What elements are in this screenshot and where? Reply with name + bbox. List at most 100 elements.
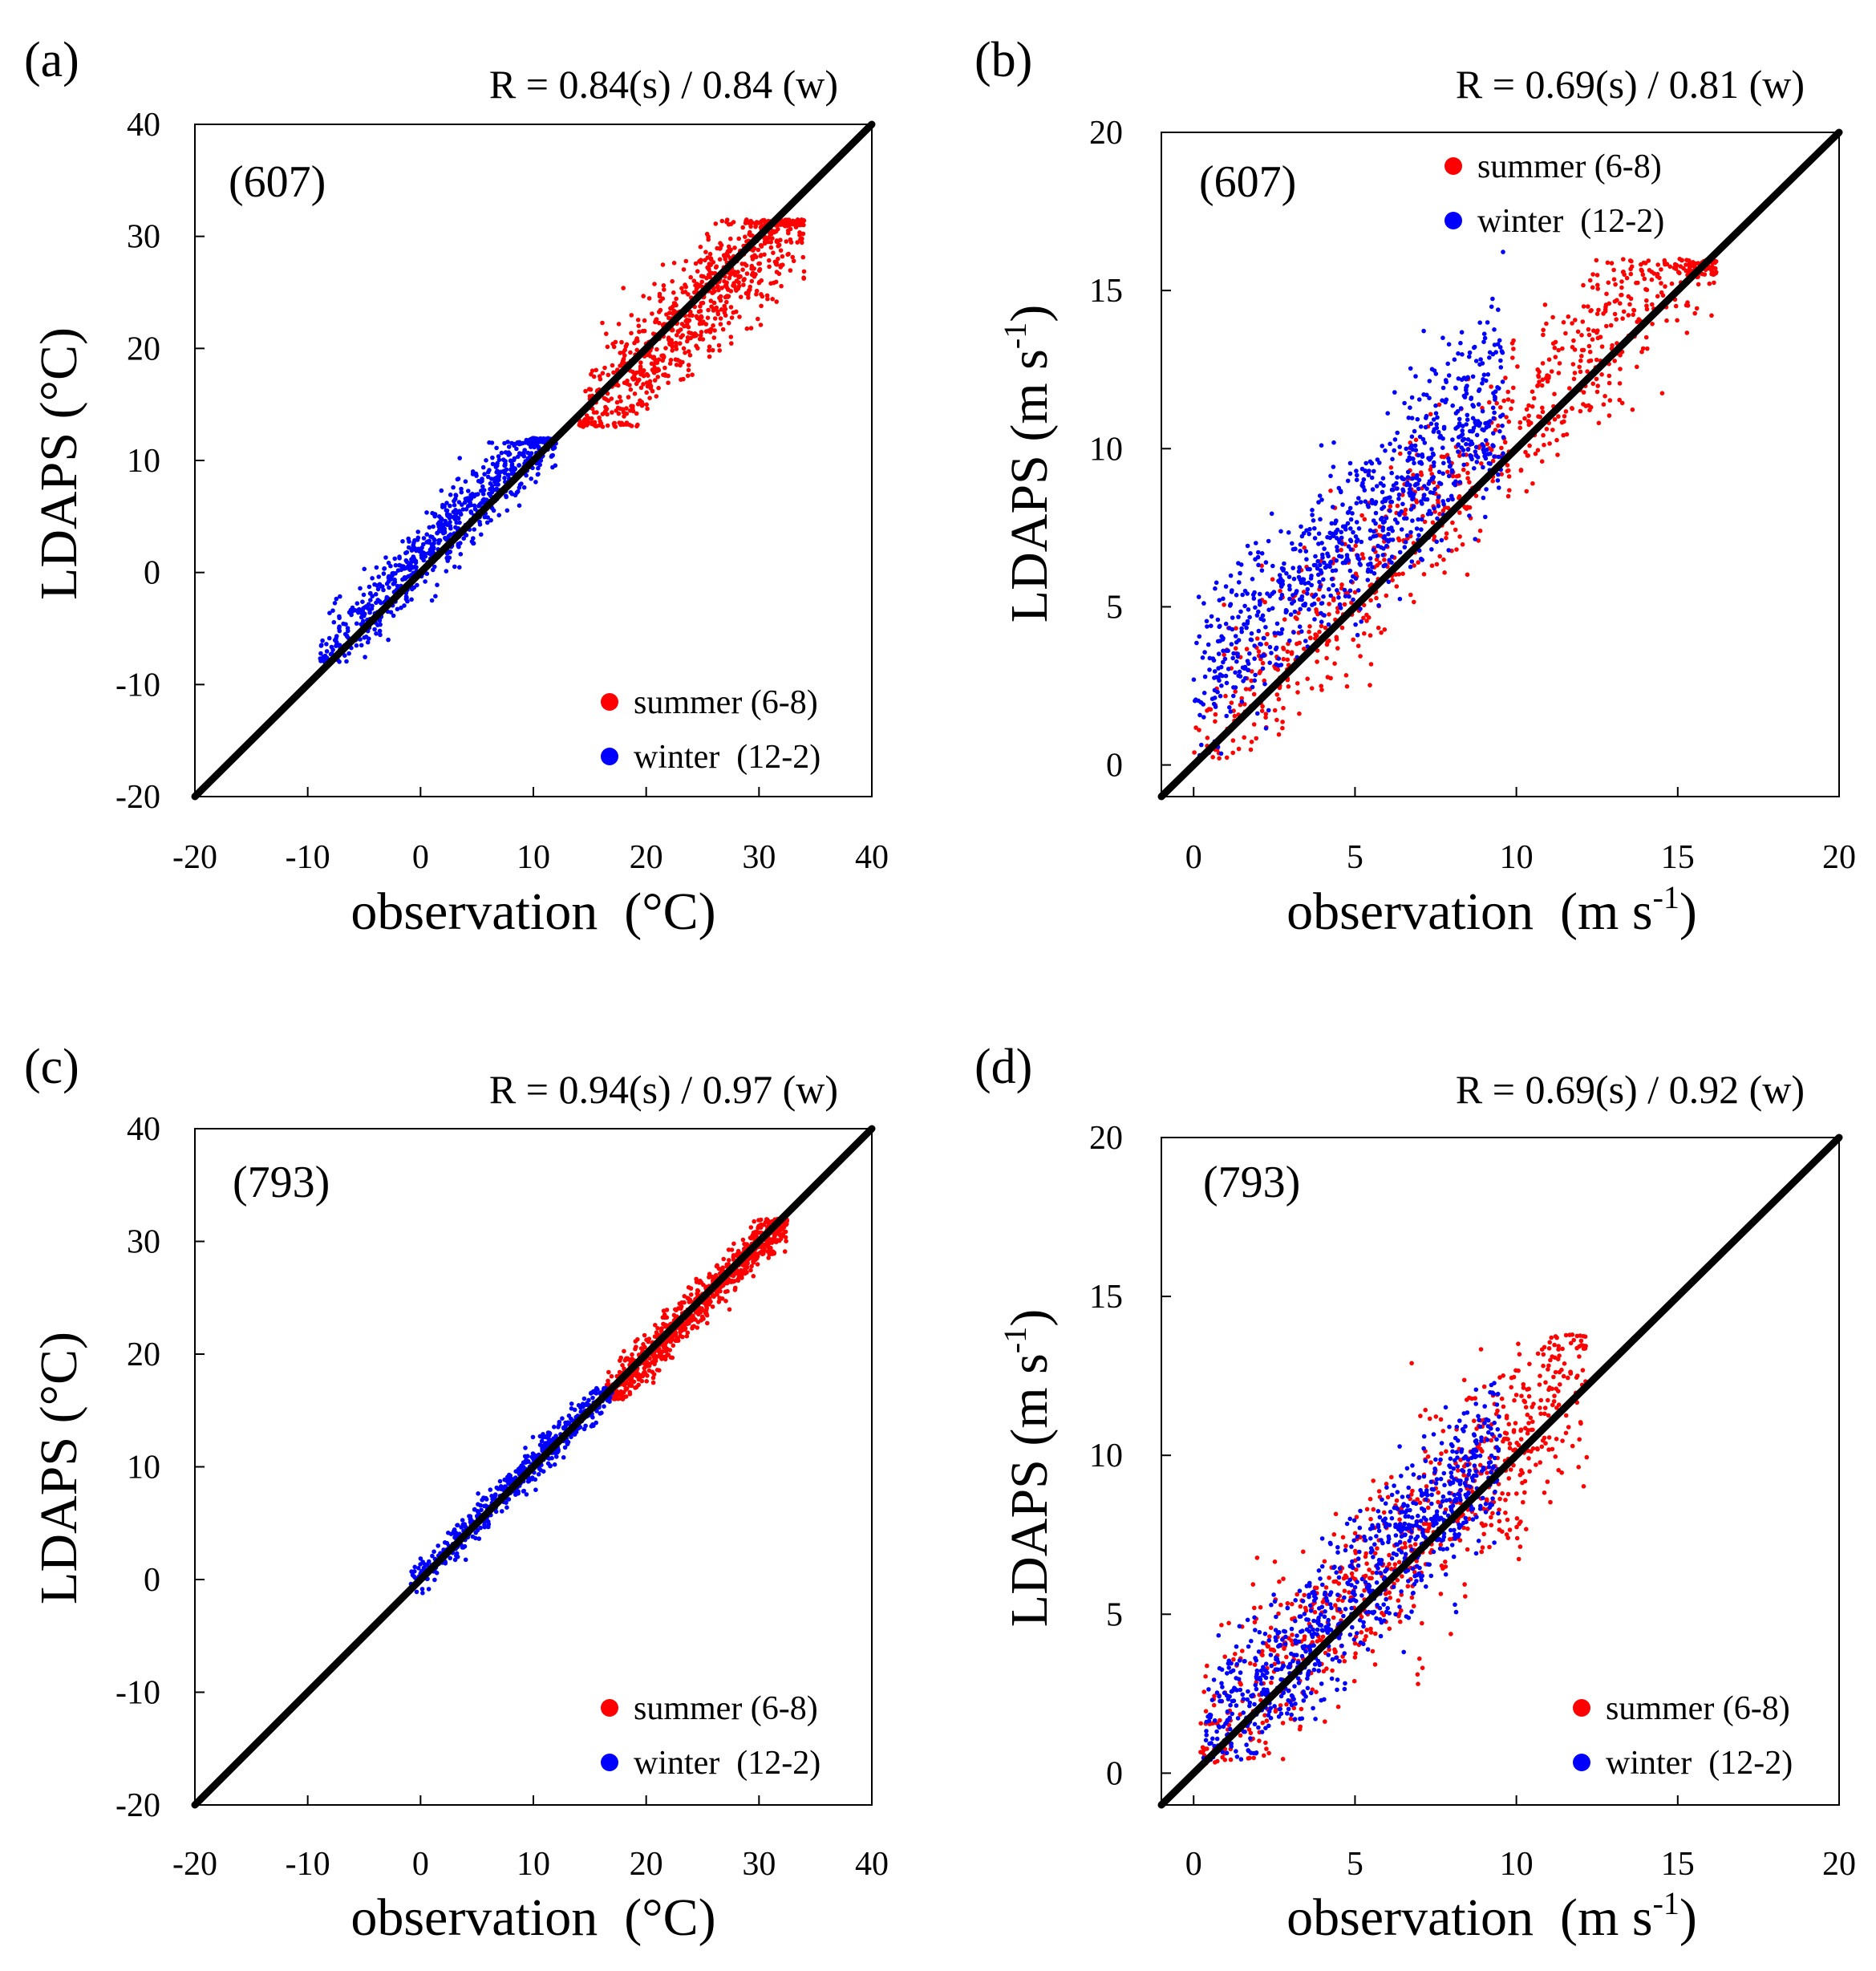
data-point bbox=[1628, 271, 1634, 277]
data-point bbox=[391, 613, 396, 618]
data-point bbox=[387, 585, 391, 590]
data-point bbox=[723, 313, 728, 318]
data-point bbox=[1219, 683, 1224, 688]
data-point bbox=[459, 489, 464, 495]
data-point bbox=[1385, 411, 1390, 416]
data-point bbox=[719, 242, 724, 248]
data-point bbox=[1436, 429, 1441, 435]
data-point bbox=[519, 1463, 525, 1468]
data-point bbox=[623, 1380, 629, 1385]
data-point bbox=[525, 439, 530, 444]
data-point bbox=[635, 1336, 640, 1342]
data-point bbox=[754, 1234, 759, 1239]
data-point bbox=[697, 1306, 703, 1312]
data-point bbox=[1613, 282, 1618, 287]
data-point bbox=[506, 1481, 511, 1486]
data-point bbox=[1367, 633, 1373, 638]
data-point bbox=[715, 1291, 719, 1296]
data-point bbox=[1418, 470, 1424, 475]
data-point bbox=[641, 294, 646, 298]
x-axis-label-sup: -1 bbox=[1653, 879, 1679, 915]
data-point bbox=[1331, 582, 1335, 588]
data-point bbox=[1368, 598, 1373, 603]
data-point bbox=[429, 598, 435, 603]
data-point bbox=[1257, 598, 1262, 603]
data-point bbox=[1673, 266, 1679, 271]
data-point bbox=[644, 390, 649, 395]
data-point bbox=[1441, 460, 1446, 466]
data-point bbox=[1263, 712, 1269, 716]
data-point bbox=[691, 278, 697, 284]
data-point bbox=[1564, 432, 1570, 437]
data-point bbox=[1199, 742, 1204, 748]
data-point bbox=[739, 262, 745, 266]
data-point bbox=[1266, 708, 1271, 713]
data-point bbox=[645, 406, 650, 412]
data-point bbox=[494, 462, 499, 467]
data-point bbox=[587, 394, 593, 399]
data-point bbox=[647, 395, 652, 401]
data-point bbox=[598, 419, 602, 424]
data-point bbox=[1281, 645, 1286, 651]
data-point bbox=[1478, 357, 1483, 362]
data-point bbox=[1332, 661, 1337, 666]
data-point bbox=[1383, 448, 1388, 453]
data-point bbox=[1230, 750, 1235, 756]
data-point bbox=[1629, 264, 1635, 270]
data-point bbox=[1250, 577, 1255, 582]
data-point bbox=[1423, 424, 1428, 430]
data-point bbox=[399, 605, 403, 610]
data-point bbox=[1359, 619, 1363, 624]
data-point bbox=[521, 1488, 526, 1494]
data-point bbox=[1479, 461, 1484, 466]
data-point bbox=[1457, 473, 1461, 478]
data-point bbox=[1376, 602, 1381, 608]
data-point bbox=[784, 1222, 788, 1227]
data-point bbox=[1251, 596, 1257, 601]
data-point bbox=[1481, 464, 1485, 470]
data-point bbox=[776, 256, 780, 262]
data-point bbox=[473, 471, 479, 477]
data-point bbox=[1501, 398, 1506, 404]
data-point bbox=[1216, 651, 1222, 656]
data-point bbox=[1643, 335, 1649, 340]
y-axis-label-main: LDAPS (°C) bbox=[30, 327, 88, 600]
data-point bbox=[1417, 434, 1423, 440]
data-point bbox=[1427, 379, 1432, 383]
data-point bbox=[662, 1344, 668, 1349]
data-point bbox=[1428, 412, 1433, 417]
data-point bbox=[752, 266, 756, 271]
x-axis-label: observation (m s-1) bbox=[1286, 879, 1697, 941]
data-point bbox=[1492, 454, 1497, 459]
data-point bbox=[1316, 541, 1321, 546]
data-point bbox=[1611, 277, 1617, 282]
identity-line bbox=[1157, 128, 1843, 801]
data-point bbox=[1296, 569, 1302, 574]
data-point bbox=[1359, 513, 1364, 518]
data-point bbox=[1505, 397, 1511, 402]
data-point bbox=[1494, 400, 1499, 406]
data-point bbox=[1395, 486, 1400, 491]
data-point bbox=[684, 1333, 690, 1339]
data-point bbox=[419, 553, 424, 558]
x-tick-label: 0 bbox=[412, 1846, 429, 1883]
data-point bbox=[435, 530, 440, 536]
data-point bbox=[1599, 372, 1604, 377]
data-point bbox=[624, 406, 629, 411]
data-point bbox=[1334, 518, 1339, 524]
data-point bbox=[1444, 535, 1449, 541]
data-point bbox=[1444, 531, 1449, 536]
data-point bbox=[634, 1344, 638, 1349]
data-point bbox=[1500, 379, 1505, 384]
data-point bbox=[1221, 659, 1226, 665]
data-point bbox=[1544, 321, 1549, 326]
data-point bbox=[546, 1456, 552, 1461]
data-point bbox=[699, 301, 704, 306]
data-point bbox=[1621, 270, 1626, 274]
data-point bbox=[656, 385, 661, 391]
data-point bbox=[1312, 617, 1317, 622]
data-point bbox=[516, 1490, 521, 1496]
data-point bbox=[1647, 268, 1652, 273]
data-point bbox=[468, 509, 473, 514]
x-tick-label: 10 bbox=[1500, 839, 1534, 876]
